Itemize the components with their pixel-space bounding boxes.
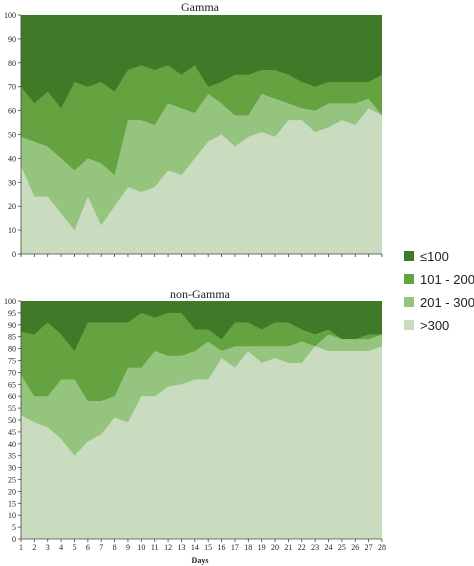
x-tick-label: 5 (72, 543, 76, 552)
x-axis-label: Days (192, 556, 209, 565)
x-tick-label: 2 (32, 543, 36, 552)
y-tick-label: 60 (8, 107, 16, 116)
y-tick-label: 0 (12, 250, 16, 259)
x-tick-label: 22 (298, 543, 306, 552)
x-tick-label: 26 (351, 543, 359, 552)
x-tick-label: 10 (137, 543, 145, 552)
y-tick-label: 35 (8, 452, 16, 461)
x-tick-label: 21 (284, 543, 292, 552)
y-tick-label: 10 (8, 226, 16, 235)
x-tick-label: 27 (365, 543, 373, 552)
y-tick-label: 100 (4, 11, 16, 20)
legend-swatch (404, 251, 414, 261)
y-tick-label: 20 (8, 487, 16, 496)
legend-item: 201 - 300 (404, 295, 474, 310)
x-tick-label: 8 (113, 543, 117, 552)
legend-swatch (404, 274, 414, 284)
y-tick-label: 60 (8, 392, 16, 401)
y-tick-label: 40 (8, 154, 16, 163)
legend-label: ≤100 (420, 249, 449, 264)
y-tick-label: 10 (8, 511, 16, 520)
x-tick-label: 18 (244, 543, 252, 552)
legend-swatch (404, 297, 414, 307)
x-tick-label: 25 (338, 543, 346, 552)
x-tick-label: 20 (271, 543, 279, 552)
x-tick-label: 9 (126, 543, 130, 552)
y-tick-label: 70 (8, 83, 16, 92)
y-tick-label: 30 (8, 464, 16, 473)
chart-title: non-Gamma (170, 287, 231, 301)
x-tick-label: 6 (86, 543, 90, 552)
y-tick-label: 50 (8, 416, 16, 425)
x-tick-label: 19 (258, 543, 266, 552)
y-tick-label: 5 (12, 523, 16, 532)
y-tick-label: 20 (8, 202, 16, 211)
area-series-300 (21, 108, 382, 255)
y-tick-label: 80 (8, 345, 16, 354)
y-tick-label: 15 (8, 499, 16, 508)
x-tick-label: 16 (218, 543, 226, 552)
area-series-300 (21, 346, 382, 539)
x-tick-label: 23 (311, 543, 319, 552)
y-tick-label: 100 (4, 297, 16, 306)
x-tick-label: 11 (151, 543, 159, 552)
y-tick-label: 65 (8, 380, 16, 389)
x-tick-label: 28 (378, 543, 386, 552)
y-tick-label: 30 (8, 178, 16, 187)
x-tick-label: 4 (59, 543, 63, 552)
x-tick-label: 24 (325, 543, 333, 552)
x-tick-label: 7 (99, 543, 103, 552)
legend-item: ≤100 (404, 249, 449, 264)
y-tick-label: 90 (8, 35, 16, 44)
y-tick-label: 55 (8, 404, 16, 413)
chart-non-gamma: non-Gamma Days 0510152025303540455055606… (4, 287, 386, 565)
x-tick-label: 17 (231, 543, 239, 552)
y-tick-label: 25 (8, 476, 16, 485)
legend-label: 101 - 200 (420, 272, 474, 287)
legend: ≤100 101 - 200 201 - 300 >300 (404, 249, 474, 333)
y-tick-label: 50 (8, 131, 16, 140)
y-tick-label: 80 (8, 59, 16, 68)
legend-swatch (404, 320, 414, 330)
legend-item: 101 - 200 (404, 272, 474, 287)
legend-label: >300 (420, 318, 449, 333)
y-tick-label: 45 (8, 428, 16, 437)
y-tick-label: 0 (12, 535, 16, 544)
x-tick-label: 3 (46, 543, 50, 552)
y-tick-label: 40 (8, 440, 16, 449)
y-tick-label: 85 (8, 333, 16, 342)
legend-label: 201 - 300 (420, 295, 474, 310)
y-tick-label: 70 (8, 368, 16, 377)
x-tick-label: 13 (177, 543, 185, 552)
x-tick-label: 14 (191, 543, 199, 552)
y-tick-label: 90 (8, 321, 16, 330)
x-tick-label: 12 (164, 543, 172, 552)
x-tick-label: 15 (204, 543, 212, 552)
legend-item: >300 (404, 318, 449, 333)
chart-title: Gamma (181, 0, 220, 14)
x-tick-label: 1 (19, 543, 23, 552)
chart-gamma: Gamma 0 10 20 30 40 50 60 70 80 90 100 (4, 0, 383, 259)
y-tick-label: 95 (8, 309, 16, 318)
y-tick-label: 75 (8, 357, 16, 366)
